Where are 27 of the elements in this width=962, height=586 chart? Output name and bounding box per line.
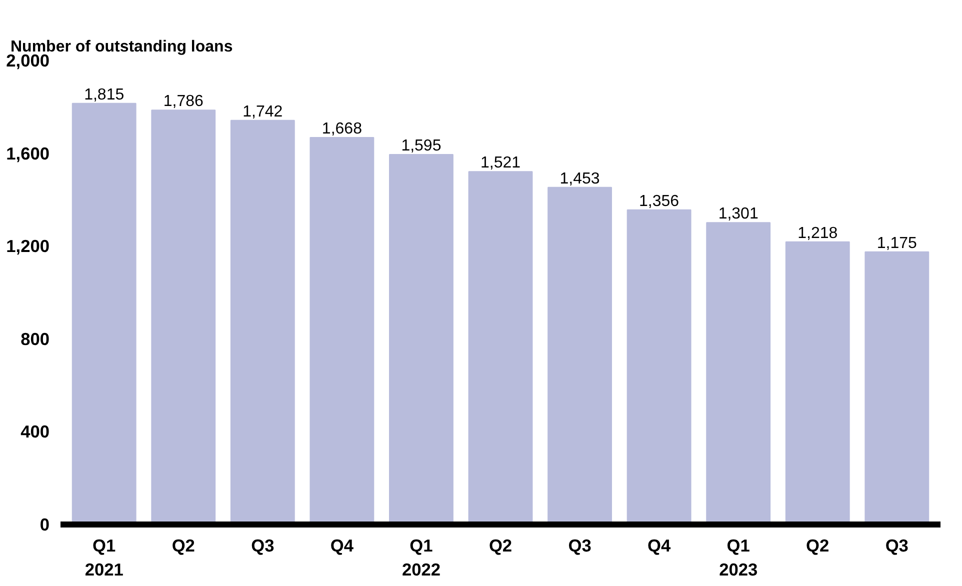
y-tick-label: 1,600 (6, 143, 50, 164)
x-tick-label: Q2 (488, 536, 512, 556)
data-label: 1,595 (401, 137, 442, 154)
x-tick-label: Q4 (330, 536, 354, 556)
y-tick-label: 400 (20, 422, 50, 442)
data-label: 1,742 (242, 103, 283, 120)
x-tick-label: Q3 (251, 536, 275, 556)
x-tick-label: Q1 2023 (719, 536, 758, 580)
y-tick-label: 800 (20, 328, 50, 349)
data-label: 1,175 (876, 234, 918, 252)
x-tick-label: Q2 (172, 536, 195, 556)
data-label: 1,356 (639, 192, 680, 210)
data-label: 1,301 (718, 206, 758, 223)
data-label: 1,521 (480, 154, 521, 172)
x-tick-label: Q3 (885, 536, 909, 556)
data-label: 1,453 (560, 170, 600, 188)
x-tick-label: Q1 2021 (84, 536, 124, 580)
data-label: 1,218 (798, 224, 838, 242)
x-tick-label: Q1 2022 (402, 536, 441, 580)
data-label: 1,668 (322, 120, 362, 138)
x-tick-label: Q3 (568, 536, 592, 556)
y-tick-label: 1,200 (6, 236, 50, 256)
y-tick-label: 0 (40, 514, 50, 534)
x-tick-label: Q2 (806, 536, 830, 556)
data-label: 1,786 (163, 93, 204, 110)
x-tick-label: Q4 (648, 536, 671, 556)
data-label: 1,815 (84, 86, 124, 104)
